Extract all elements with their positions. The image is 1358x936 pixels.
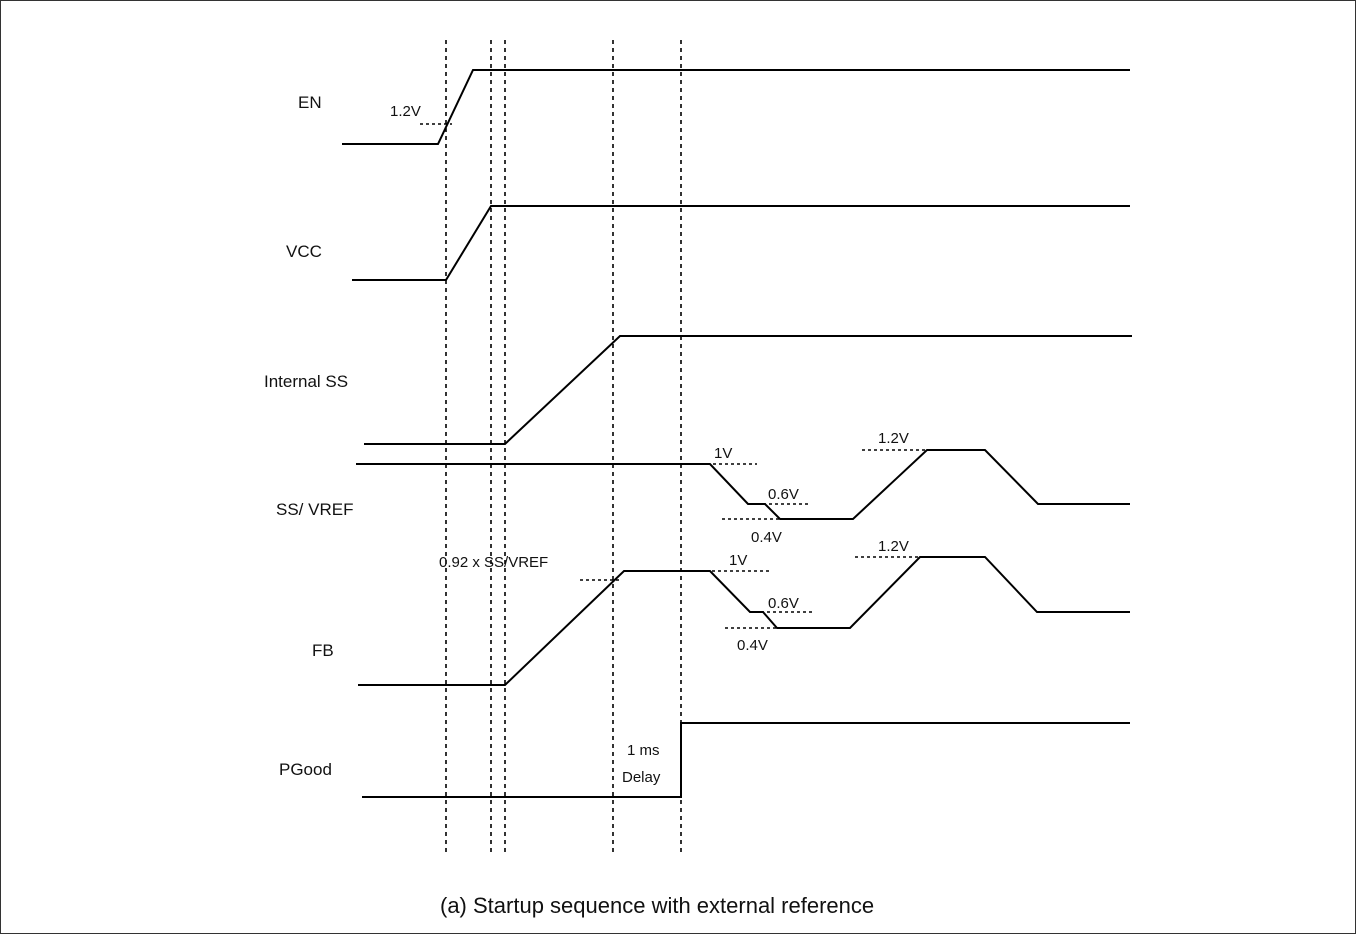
waveform-ss-vref xyxy=(356,449,1130,520)
label-pgood: PGood xyxy=(279,760,332,779)
fb-04v-label: 0.4V xyxy=(737,637,768,654)
label-internal-ss: Internal SS xyxy=(264,372,348,391)
delay-label-line2: Delay xyxy=(622,769,661,786)
fb-1v-label: 1V xyxy=(729,552,747,569)
label-en: EN xyxy=(298,93,322,112)
waveform-vcc xyxy=(352,205,1130,281)
fb-12v-label: 1.2V xyxy=(878,538,909,555)
delay-label-line1: 1 ms xyxy=(627,742,660,759)
ss-06v-label: 0.6V xyxy=(768,486,799,503)
fb-ratio-label: 0.92 x SS/VREF xyxy=(439,554,548,571)
figure-caption: (a) Startup sequence with external refer… xyxy=(440,893,874,918)
fb-06v-label: 0.6V xyxy=(768,595,799,612)
waveform-pgood xyxy=(362,722,1130,798)
ss-04v-label: 0.4V xyxy=(751,529,782,546)
label-vcc: VCC xyxy=(286,242,322,261)
label-fb: FB xyxy=(312,641,334,660)
ss-1v-label: 1V xyxy=(714,445,732,462)
waveform-en xyxy=(342,69,1130,145)
waveform-fb xyxy=(358,556,1130,686)
en-threshold-label: 1.2V xyxy=(390,103,421,120)
ss-12v-label: 1.2V xyxy=(878,430,909,447)
waveform-internal-ss xyxy=(364,335,1132,445)
label-ss-vref: SS/ VREF xyxy=(276,500,353,519)
